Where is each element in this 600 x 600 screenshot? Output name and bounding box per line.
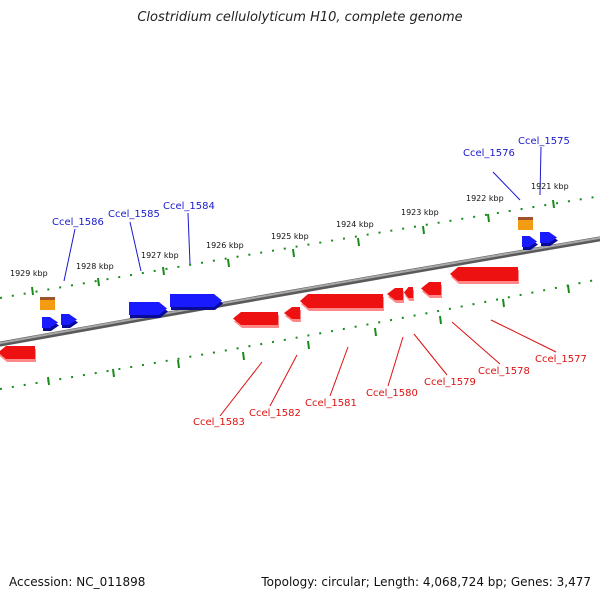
gene-label-ccel-1579[interactable]: Ccel_1579 <box>424 377 476 388</box>
scale-label-1929: 1929 kbp <box>10 269 48 278</box>
scale-label-1924: 1924 kbp <box>336 220 374 229</box>
gene-label-ccel-1578[interactable]: Ccel_1578 <box>478 366 530 377</box>
gene-label-ccel-1581[interactable]: Ccel_1581 <box>305 398 357 409</box>
scale-label-1921: 1921 kbp <box>531 182 569 191</box>
outer-major-tick <box>97 277 100 287</box>
outer-major-tick <box>422 225 425 235</box>
gene-label-ccel-1582[interactable]: Ccel_1582 <box>249 408 301 419</box>
accession-text: Accession: NC_011898 <box>9 575 146 589</box>
inner-major-tick <box>307 340 310 350</box>
gene-label-ccel-1583[interactable]: Ccel_1583 <box>193 417 245 428</box>
outer-major-ticks <box>31 199 555 296</box>
gene-arrow-ccel-1581[interactable] <box>300 294 384 311</box>
inner-major-ticks <box>47 284 570 386</box>
outer-major-tick <box>227 258 230 268</box>
genome-title: Clostridium cellulolyticum H10, complete… <box>137 10 463 25</box>
outer-major-tick <box>552 199 555 209</box>
inner-major-tick <box>177 359 180 369</box>
scale-label-1923: 1923 kbp <box>401 208 439 217</box>
outer-major-tick <box>31 286 34 296</box>
inner-major-tick <box>502 298 505 308</box>
gene-label-ccel-1577[interactable]: Ccel_1577 <box>535 354 587 365</box>
feature-box-2[interactable] <box>518 217 533 230</box>
gene-arrow-ccel-1583[interactable] <box>233 312 279 328</box>
inner-tick-track <box>0 279 596 390</box>
gene-arrow-ccel-1582[interactable] <box>284 307 301 322</box>
scale-label-1927: 1927 kbp <box>141 251 179 260</box>
gene-arrow-ccel-1578[interactable] <box>421 282 442 298</box>
gene-label-ccel-1576[interactable]: Ccel_1576 <box>463 148 515 159</box>
label-leader-lines <box>63 146 557 417</box>
outer-major-tick <box>487 213 490 223</box>
inner-major-tick <box>47 376 50 386</box>
outer-major-tick <box>292 248 295 258</box>
scale-label-1928: 1928 kbp <box>76 262 114 271</box>
inner-major-tick <box>439 315 442 325</box>
inner-major-tick <box>567 284 570 294</box>
gene-arrow-ccel-1577[interactable] <box>450 267 519 284</box>
gene-arrow-ccel-1586b[interactable] <box>61 314 78 328</box>
gene-label-ccel-1586[interactable]: Ccel_1586 <box>52 217 104 228</box>
gene-arrow-ccel-1579[interactable] <box>404 287 414 301</box>
outer-major-tick <box>162 266 165 276</box>
gene-arrow-ccel-1575[interactable] <box>540 232 558 246</box>
scale-label-1926: 1926 kbp <box>206 241 244 250</box>
outer-tick-track <box>0 196 596 299</box>
genome-backbone <box>0 236 600 347</box>
genome-summary-text: Topology: circular; Length: 4,068,724 bp… <box>261 575 591 589</box>
inner-major-tick <box>112 368 115 378</box>
gene-arrow-ccel-1586[interactable] <box>42 317 59 331</box>
gene-arrow-ccel-1580[interactable] <box>387 288 404 303</box>
feature-box-1[interactable] <box>40 297 55 310</box>
inner-major-tick <box>374 327 377 337</box>
gene-label-ccel-1580[interactable]: Ccel_1580 <box>366 388 418 399</box>
scale-label-1925: 1925 kbp <box>271 232 309 241</box>
gene-arrow-ccel-1585[interactable] <box>129 302 168 318</box>
inner-major-tick <box>242 351 245 361</box>
gene-arrow-left-edge[interactable] <box>0 346 36 362</box>
gene-label-ccel-1575[interactable]: Ccel_1575 <box>518 136 570 147</box>
gene-arrow-ccel-1576[interactable] <box>522 236 538 250</box>
scale-label-1922: 1922 kbp <box>466 194 504 203</box>
gene-label-ccel-1585[interactable]: Ccel_1585 <box>108 209 160 220</box>
gene-arrow-ccel-1584[interactable] <box>170 294 223 310</box>
gene-label-ccel-1584[interactable]: Ccel_1584 <box>163 201 215 212</box>
outer-major-tick <box>357 237 360 247</box>
gene-features <box>0 217 558 362</box>
